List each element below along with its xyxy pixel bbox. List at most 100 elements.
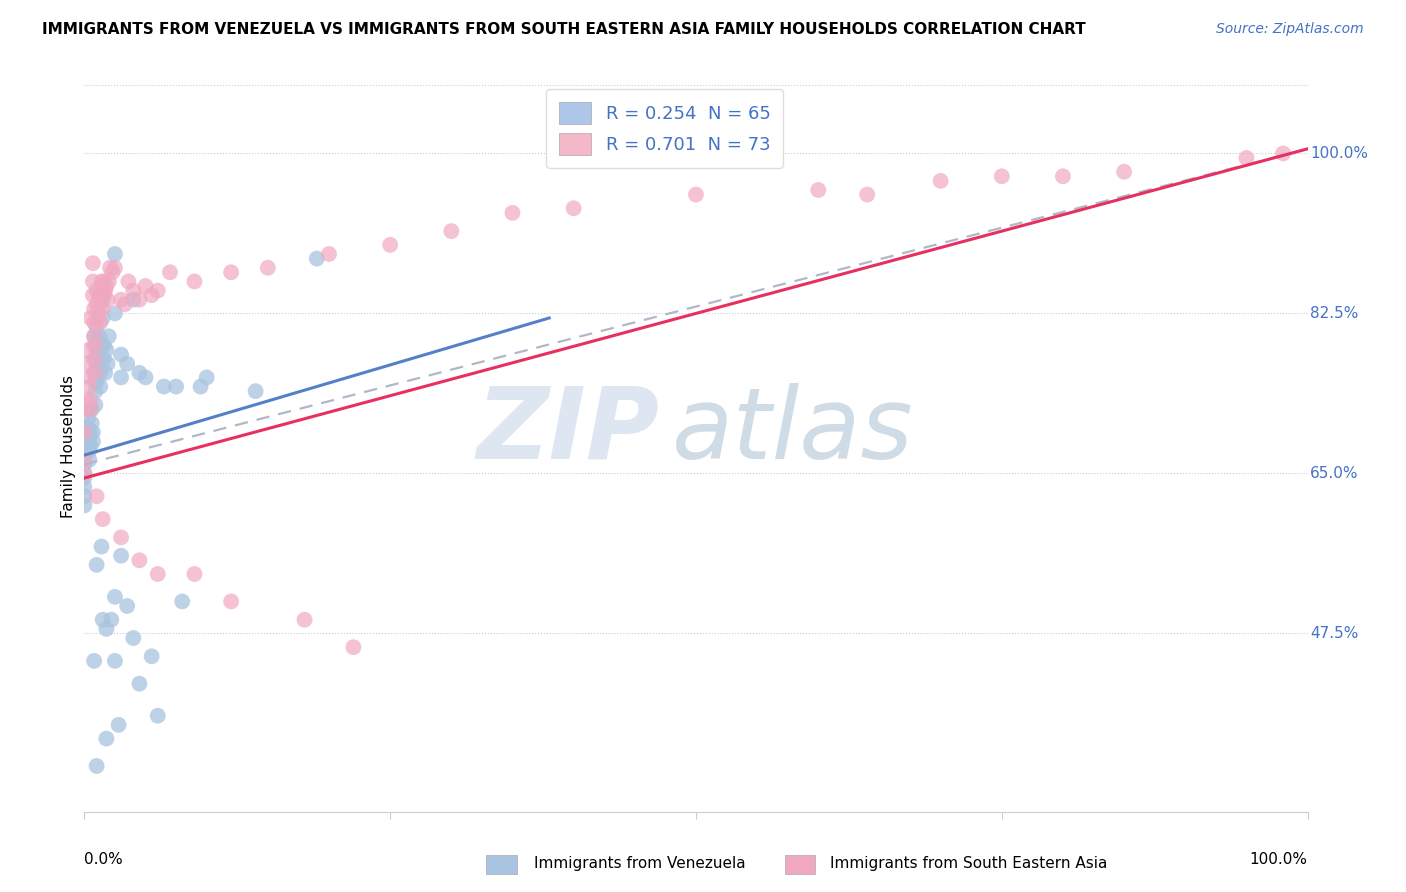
Point — [91, 293, 114, 307]
Point — [83, 338, 105, 352]
Point — [73, 393, 96, 408]
Point — [83, 301, 105, 316]
Point — [86, 334, 108, 348]
Point — [104, 260, 127, 275]
Point — [153, 379, 176, 393]
Point — [89, 366, 111, 380]
Point — [685, 187, 707, 202]
Point — [380, 238, 402, 252]
Point — [83, 329, 105, 343]
Point — [219, 265, 242, 279]
Point — [128, 553, 150, 567]
Point — [128, 293, 150, 307]
Point — [87, 301, 110, 316]
Point — [1114, 165, 1136, 179]
Point — [110, 293, 132, 307]
Point — [117, 275, 139, 289]
Point — [84, 366, 107, 380]
Point — [96, 279, 118, 293]
Legend: R = 0.254  N = 65, R = 0.701  N = 73: R = 0.254 N = 65, R = 0.701 N = 73 — [546, 89, 783, 168]
Point — [73, 471, 96, 485]
Point — [110, 549, 132, 563]
Point — [89, 316, 111, 330]
Point — [96, 731, 118, 746]
Point — [87, 311, 110, 326]
Point — [73, 489, 96, 503]
Point — [190, 379, 212, 393]
Point — [73, 467, 96, 481]
Point — [77, 370, 100, 384]
Point — [86, 489, 108, 503]
Point — [159, 265, 181, 279]
Point — [128, 366, 150, 380]
Point — [1052, 169, 1074, 184]
Point — [1272, 146, 1295, 161]
Text: Source: ZipAtlas.com: Source: ZipAtlas.com — [1216, 22, 1364, 37]
Point — [87, 329, 110, 343]
Point — [86, 375, 108, 389]
Point — [183, 275, 205, 289]
Point — [80, 416, 103, 430]
Point — [122, 631, 145, 645]
Point — [87, 288, 110, 302]
Point — [79, 439, 101, 453]
Point — [98, 260, 121, 275]
Point — [73, 467, 96, 481]
Text: IMMIGRANTS FROM VENEZUELA VS IMMIGRANTS FROM SOUTH EASTERN ASIA FAMILY HOUSEHOLD: IMMIGRANTS FROM VENEZUELA VS IMMIGRANTS … — [42, 22, 1085, 37]
Point — [83, 329, 105, 343]
Point — [86, 320, 108, 334]
Point — [91, 613, 114, 627]
Point — [73, 425, 96, 440]
Point — [104, 247, 127, 261]
Point — [91, 279, 114, 293]
Point — [115, 599, 138, 613]
Point — [97, 275, 120, 289]
Point — [104, 590, 127, 604]
Point — [146, 567, 169, 582]
Point — [146, 284, 169, 298]
Point — [562, 202, 585, 216]
Text: Immigrants from Venezuela: Immigrants from Venezuela — [534, 856, 747, 871]
Point — [165, 379, 187, 393]
Point — [73, 439, 96, 453]
Point — [110, 348, 132, 362]
Text: atlas: atlas — [672, 383, 912, 480]
Point — [82, 288, 104, 302]
Point — [77, 379, 100, 393]
Point — [84, 384, 107, 399]
Point — [318, 247, 340, 261]
Point — [90, 288, 112, 302]
Point — [90, 338, 112, 352]
Point — [97, 357, 120, 371]
Text: Immigrants from South Eastern Asia: Immigrants from South Eastern Asia — [830, 856, 1107, 871]
Point — [93, 338, 115, 352]
Text: ZIP: ZIP — [477, 383, 659, 480]
Point — [82, 425, 104, 440]
Point — [90, 275, 112, 289]
Text: 47.5%: 47.5% — [1310, 626, 1358, 641]
Point — [183, 567, 205, 582]
Text: 65.0%: 65.0% — [1310, 466, 1358, 481]
Point — [73, 452, 96, 467]
Point — [86, 297, 108, 311]
Point — [94, 284, 117, 298]
Point — [83, 366, 105, 380]
Point — [110, 370, 132, 384]
Point — [929, 174, 952, 188]
Y-axis label: Family Households: Family Households — [60, 375, 76, 517]
Point — [122, 284, 145, 298]
Point — [73, 448, 96, 462]
Point — [73, 458, 96, 472]
Point — [91, 311, 114, 326]
Point — [86, 361, 108, 376]
Point — [86, 348, 108, 362]
Point — [100, 613, 122, 627]
Point — [122, 293, 145, 307]
Point — [115, 357, 138, 371]
Point — [77, 411, 100, 425]
Point — [96, 343, 118, 357]
Text: 0.0%: 0.0% — [84, 852, 124, 867]
Point — [77, 452, 100, 467]
Point — [101, 265, 124, 279]
Point — [219, 594, 242, 608]
